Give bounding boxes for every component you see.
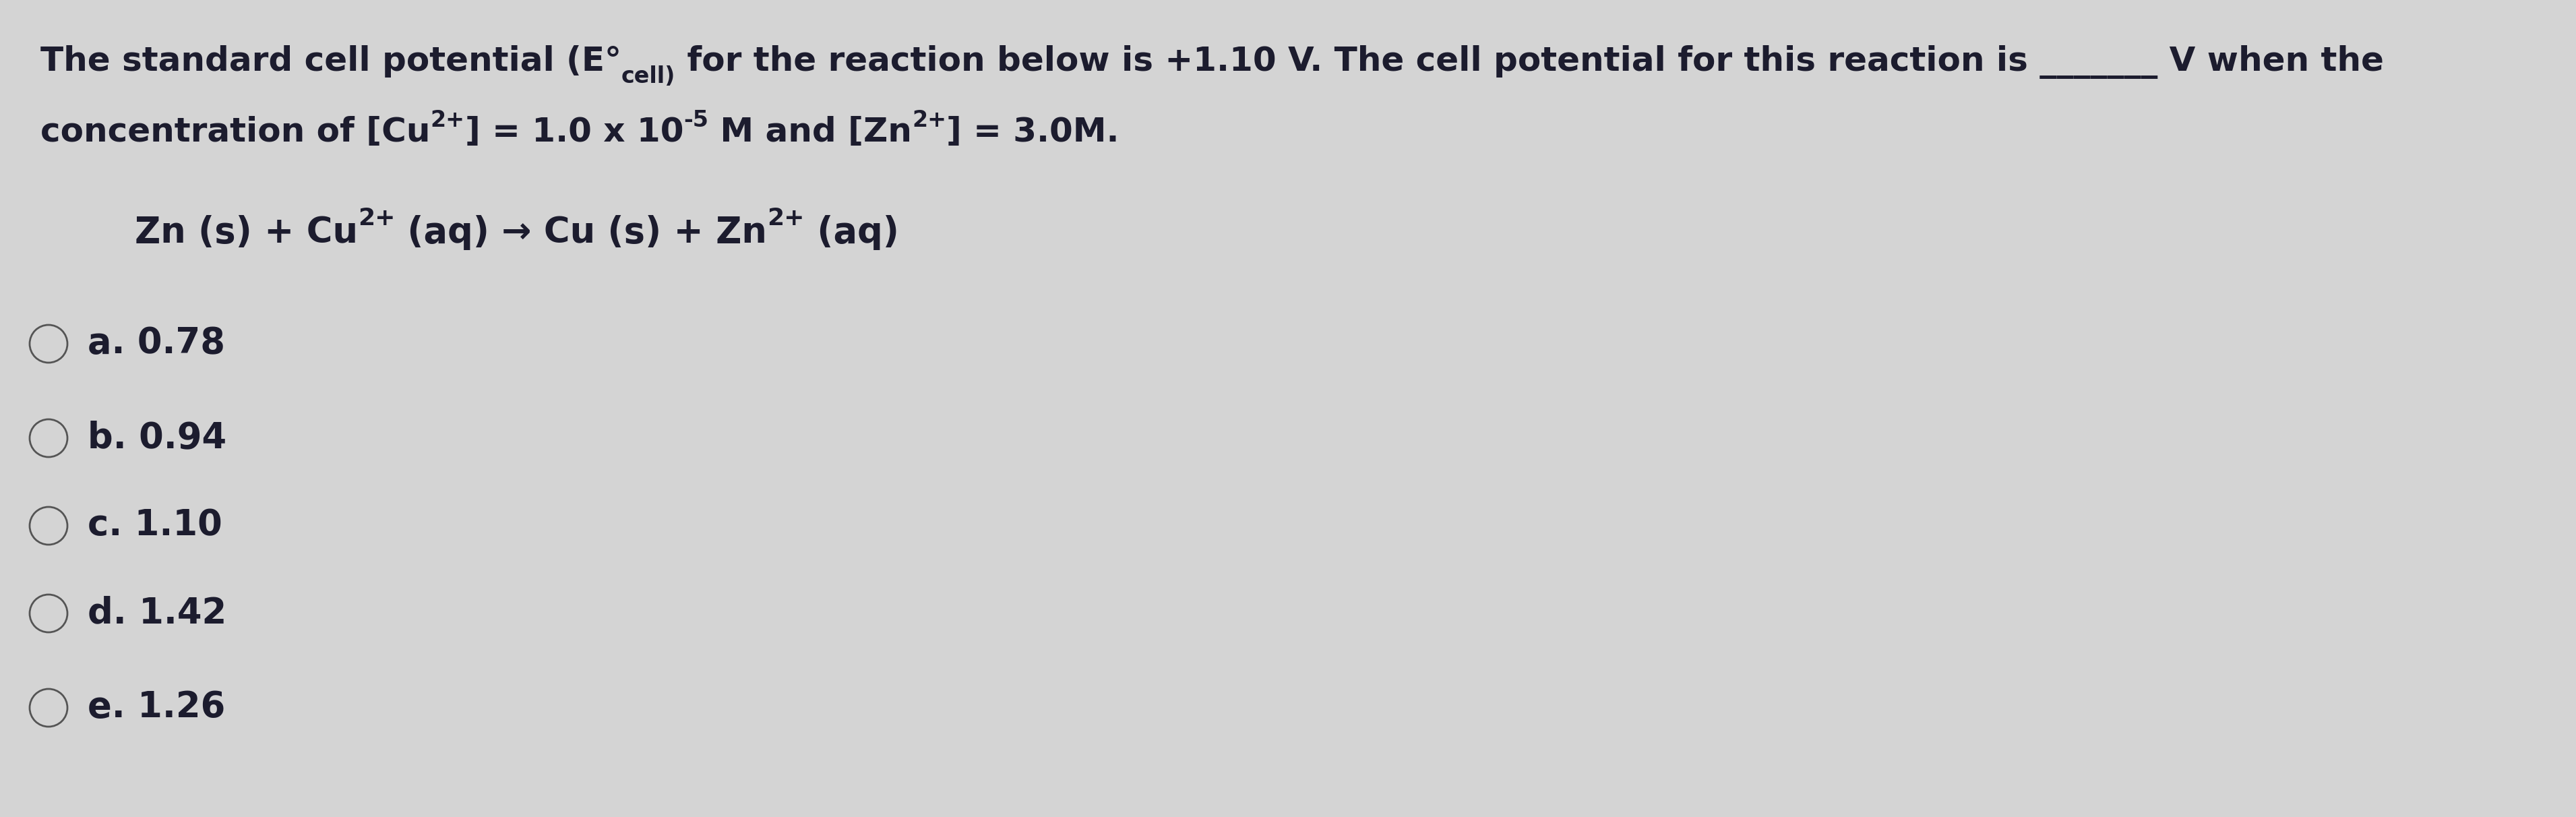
Text: 2+: 2+: [912, 109, 945, 132]
Text: for the reaction below is +1.10 V. The cell potential for this reaction is _____: for the reaction below is +1.10 V. The c…: [675, 45, 2383, 79]
Text: c. 1.10: c. 1.10: [88, 507, 222, 542]
Text: The standard cell potential (E°: The standard cell potential (E°: [41, 45, 621, 78]
Text: concentration of [Cu: concentration of [Cu: [41, 116, 430, 149]
Text: b. 0.94: b. 0.94: [88, 420, 227, 455]
Text: a. 0.78: a. 0.78: [88, 326, 224, 360]
Text: cell): cell): [621, 65, 675, 87]
Text: M and [Zn: M and [Zn: [708, 116, 912, 149]
Text: (aq): (aq): [804, 215, 899, 250]
Text: 2+: 2+: [430, 109, 464, 132]
Text: ] = 3.0M.: ] = 3.0M.: [945, 116, 1118, 149]
Text: d. 1.42: d. 1.42: [88, 596, 227, 630]
Text: 2+: 2+: [768, 207, 804, 230]
Text: Zn (s) + Cu: Zn (s) + Cu: [134, 215, 358, 250]
Text: (aq) → Cu (s) + Zn: (aq) → Cu (s) + Zn: [394, 215, 768, 250]
Text: e. 1.26: e. 1.26: [88, 690, 224, 725]
Text: ] = 1.0 x 10: ] = 1.0 x 10: [464, 116, 683, 149]
Text: 2+: 2+: [358, 207, 394, 230]
Text: -5: -5: [683, 109, 708, 132]
